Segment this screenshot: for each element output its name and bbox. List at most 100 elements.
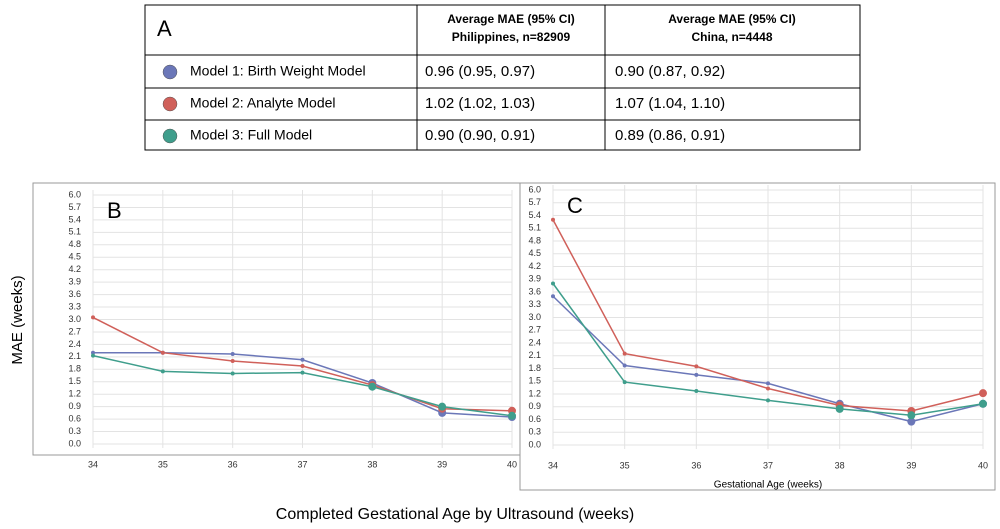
y-tick-label: 5.7: [528, 197, 541, 207]
x-tick-label: 36: [228, 459, 238, 469]
point: [694, 389, 699, 394]
point: [766, 398, 770, 403]
point: [622, 363, 627, 368]
y-tick-label: 2.1: [528, 350, 541, 360]
panel-label: B: [107, 198, 122, 223]
x-tick-label: 34: [548, 460, 558, 470]
cell: 0.90 (0.90, 0.91): [425, 127, 535, 144]
y-tick-label: 0.9: [68, 401, 81, 411]
y-tick-label: 5.1: [68, 227, 81, 237]
y-tick-label: 2.1: [68, 351, 81, 361]
x-axis-label: Completed Gestational Age by Ultrasound …: [276, 506, 634, 523]
y-tick-label: 4.8: [528, 235, 541, 245]
point: [694, 372, 699, 377]
panel-frame: [519, 182, 996, 491]
y-tick-label: 1.8: [68, 364, 81, 374]
legend-marker: [162, 64, 178, 80]
y-tick-label: 0.0: [528, 439, 541, 449]
cell: 0.96 (0.95, 0.97): [425, 63, 535, 80]
x-tick-label: 40: [507, 459, 517, 469]
legend-marker: [162, 128, 178, 144]
cell: 0.89 (0.86, 0.91): [615, 127, 725, 144]
table-borders: [144, 4, 861, 151]
x-tick-label: 36: [691, 460, 701, 470]
y-tick-label: 1.2: [68, 389, 81, 399]
x-tick-label: 38: [367, 459, 377, 469]
y-tick-label: 3.9: [528, 274, 541, 284]
point: [907, 411, 916, 420]
point: [694, 364, 699, 369]
point: [835, 404, 844, 413]
point: [160, 350, 165, 355]
point: [438, 402, 447, 411]
point: [300, 357, 305, 362]
column-subtitle: China, n=4448: [691, 30, 772, 44]
y-tick-label: 0.6: [528, 414, 541, 424]
y-tick-label: 5.4: [528, 210, 541, 220]
table-label: A: [157, 16, 172, 41]
point: [300, 363, 305, 368]
legend-marker: [162, 96, 178, 112]
y-tick-label: 2.4: [68, 339, 81, 349]
y-tick-label: 4.2: [528, 261, 541, 271]
point: [551, 217, 555, 222]
point: [160, 369, 165, 374]
x-tick-label: 39: [437, 459, 447, 469]
point: [368, 382, 377, 391]
y-tick-label: 6.0: [528, 184, 541, 194]
y-tick-label: 0.3: [528, 427, 541, 437]
y-tick-label: 4.2: [68, 264, 81, 274]
y-tick-label: 3.6: [68, 289, 81, 299]
y-tick-label: 5.1: [528, 223, 541, 233]
column-title: Average MAE (95% CI): [668, 12, 796, 26]
row-label: Model 3: Full Model: [190, 127, 312, 143]
point: [508, 411, 516, 420]
point: [91, 315, 95, 320]
y-tick-label: 1.2: [528, 388, 541, 398]
x-tick-label: 37: [297, 459, 307, 469]
point: [230, 351, 235, 356]
y-tick-label: 6.0: [68, 189, 81, 199]
point: [979, 389, 987, 398]
y-tick-label: 0.0: [68, 438, 81, 448]
row-label: Model 1: Birth Weight Model: [190, 63, 366, 79]
y-tick-label: 2.7: [528, 325, 541, 335]
y-tick-label: 0.6: [68, 413, 81, 423]
y-tick-label: 0.3: [68, 426, 81, 436]
y-tick-label: 1.8: [528, 363, 541, 373]
y-tick-label: 5.4: [68, 214, 81, 224]
y-tick-label: 5.7: [68, 202, 81, 212]
point: [230, 371, 235, 376]
y-tick-label: 3.0: [528, 312, 541, 322]
y-tick-label: 2.4: [528, 337, 541, 347]
x-tick-label: 34: [88, 459, 98, 469]
y-axis-label: MAE (weeks): [9, 275, 26, 364]
point: [766, 381, 770, 386]
y-tick-label: 2.7: [68, 326, 81, 336]
y-tick-label: 3.3: [528, 299, 541, 309]
point: [622, 351, 627, 356]
x-tick-label: 40: [978, 460, 988, 470]
point: [551, 281, 555, 286]
y-tick-label: 4.5: [68, 252, 81, 262]
panel-label: C: [567, 193, 583, 218]
point: [300, 370, 305, 375]
point: [622, 380, 627, 385]
x-tick-label: 35: [620, 460, 630, 470]
cell: 1.02 (1.02, 1.03): [425, 95, 535, 112]
point: [230, 359, 235, 363]
y-tick-label: 3.0: [68, 314, 81, 324]
x-tick-label: 37: [763, 460, 773, 470]
y-tick-label: 4.5: [528, 248, 541, 258]
column-title: Average MAE (95% CI): [447, 12, 575, 26]
row-label: Model 2: Analyte Model: [190, 95, 336, 111]
point: [766, 386, 770, 391]
point: [979, 399, 987, 408]
cell: 1.07 (1.04, 1.10): [615, 95, 725, 112]
x-axis-label: Gestational Age (weeks): [714, 480, 822, 491]
point: [91, 353, 95, 358]
x-tick-label: 35: [158, 459, 168, 469]
y-tick-label: 3.6: [528, 286, 541, 296]
cell: 0.90 (0.87, 0.92): [615, 63, 725, 80]
